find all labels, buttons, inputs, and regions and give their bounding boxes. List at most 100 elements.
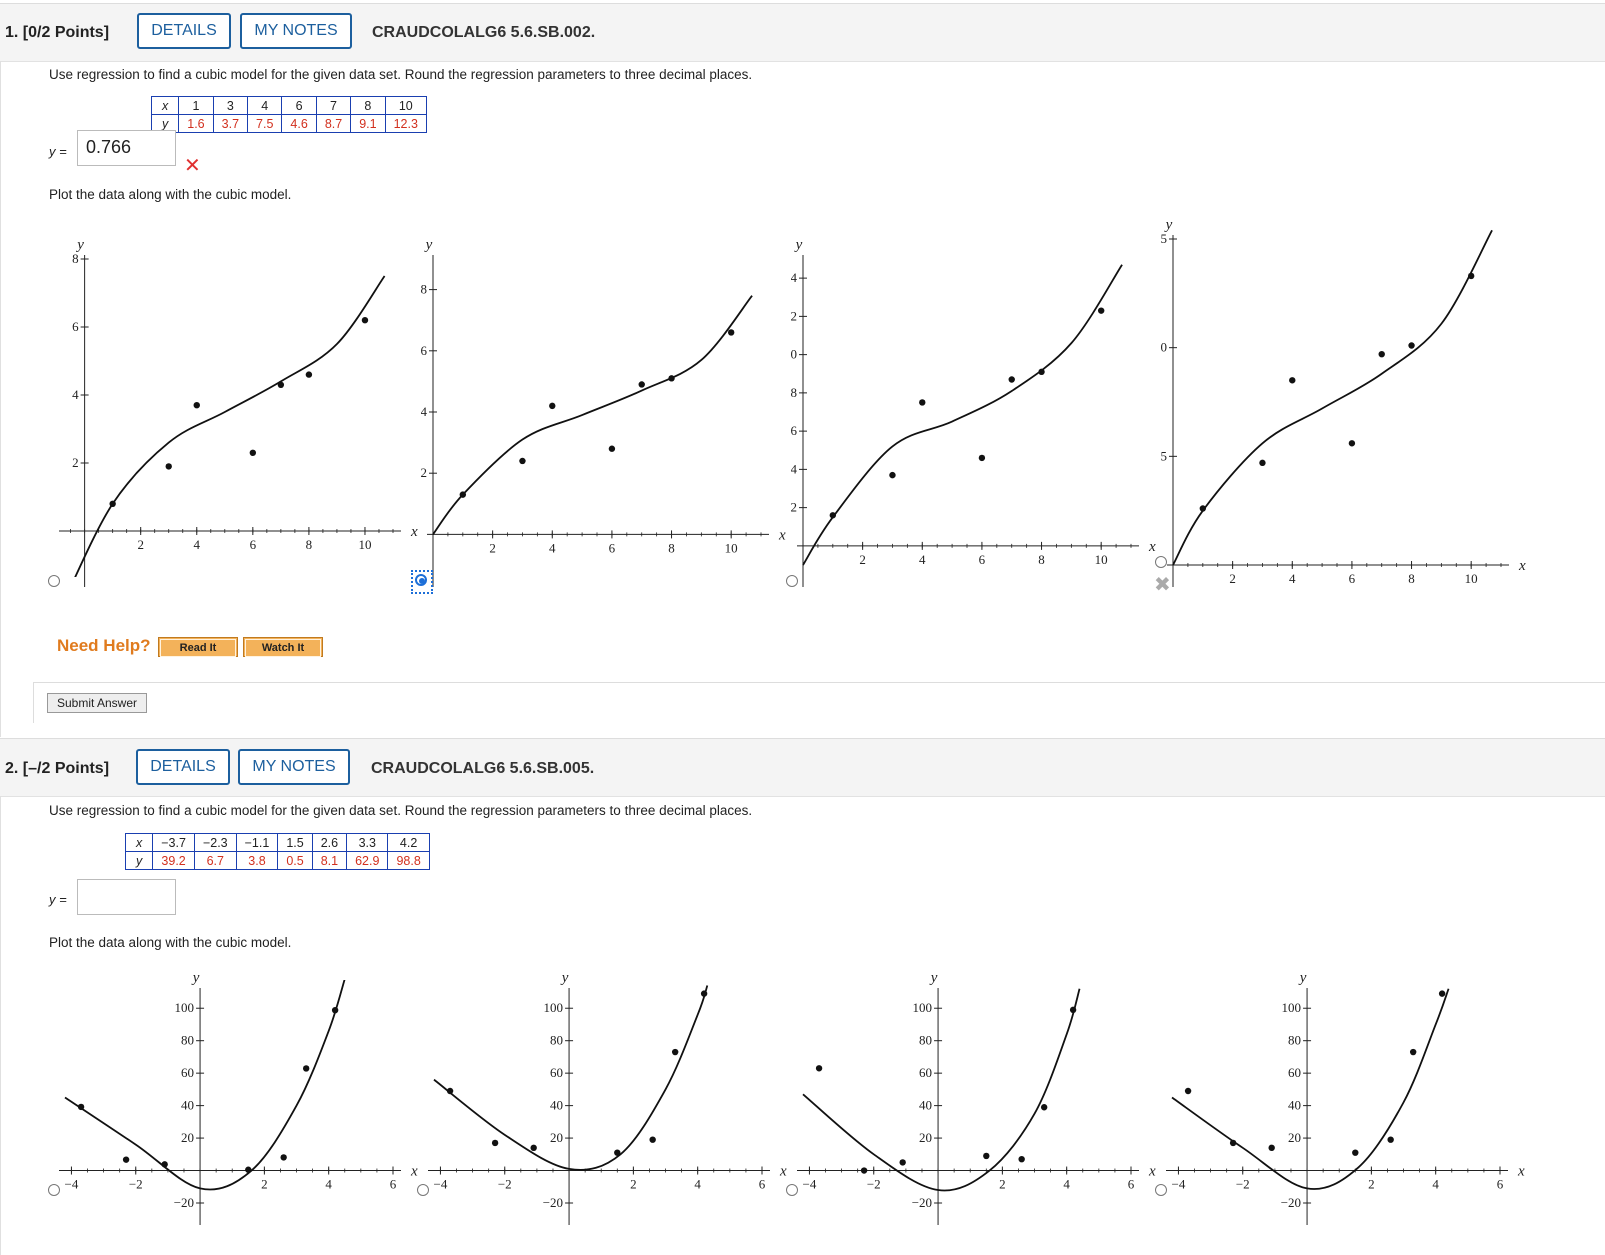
y-tick-label: 4 (791, 461, 798, 476)
watch-it-button[interactable]: Watch It (243, 637, 323, 657)
q2-details-button[interactable]: DETAILS (136, 749, 230, 785)
y-cell: 6.7 (193, 851, 237, 870)
q1-problem-code: CRAUDCOLALG6 5.6.SB.002. (372, 24, 596, 41)
cubic-model-curve (1171, 988, 1450, 1190)
x-tick-label: 8 (1408, 571, 1415, 586)
q1-y-row: y 1.6 3.7 7.5 4.6 8.7 9.1 12.3 (150, 114, 427, 133)
y-cell: 3.8 (235, 851, 279, 870)
data-point (109, 500, 116, 507)
submit-area (33, 682, 160, 723)
y-tick-label: 100 (1282, 1000, 1302, 1015)
x-tick-label: 4 (325, 1177, 332, 1192)
data-point (446, 1087, 454, 1095)
y-cell: 9.1 (350, 114, 386, 133)
x-tick-label: 6 (1128, 1177, 1135, 1192)
x-tick-label: 6 (759, 1177, 766, 1192)
y-tick-label: −20 (1281, 1195, 1301, 1210)
q2-my-notes-button[interactable]: MY NOTES (238, 749, 350, 785)
data-point (919, 399, 926, 406)
x-tick-label: 6 (1349, 571, 1356, 586)
y-tick-label: 100 (175, 1000, 195, 1015)
q1-option-3-graph: 2 4 6 8 10 2 4 6 8 10 12 14 x y (791, 237, 1156, 587)
q1-option-4-radio[interactable] (1155, 556, 1167, 568)
x-tick-label: 2 (859, 552, 866, 567)
q2-number: 2. [–/2 Points] (5, 760, 110, 777)
y-tick-label: 100 (913, 1000, 933, 1015)
y-axis-label: y (1298, 970, 1307, 986)
q2-header: 2. [–/2 Points] DETAILS MY NOTES CRAUDCO… (0, 738, 1605, 797)
q2-option-1-graph: −4 −2 2 4 6 −20 20 40 60 80 100 x y (59, 970, 418, 1225)
y-tick-label: 20 (919, 1130, 932, 1145)
y-cell: 3.7 (212, 114, 249, 133)
x-tick-label: 10 (725, 540, 738, 555)
q2-option-3-radio[interactable] (786, 1184, 798, 1196)
y-tick-label: 60 (550, 1065, 563, 1080)
q2-option-4-radio[interactable] (1155, 1184, 1167, 1196)
q2-answer-input[interactable] (77, 879, 176, 915)
data-point (122, 1156, 130, 1163)
data-point (614, 1149, 621, 1156)
data-point (1409, 1048, 1417, 1056)
q1-option-1-radio[interactable] (48, 575, 60, 587)
y-tick-label: 6 (791, 423, 798, 438)
y-tick-label: 100 (544, 1000, 564, 1015)
q1-my-notes-button[interactable]: MY NOTES (240, 13, 352, 49)
x-cell: −2.3 (193, 833, 237, 852)
data-point (245, 1166, 252, 1173)
x-tick-label: −4 (1172, 1177, 1186, 1192)
q1-prompt: Use regression to find a cubic model for… (49, 67, 753, 82)
q1-option-2-radio[interactable] (415, 574, 427, 586)
data-point (1348, 440, 1356, 447)
y-tick-label: 5 (1161, 448, 1167, 463)
data-point (1199, 505, 1207, 512)
x-tick-label: 2 (489, 540, 496, 555)
x-tick-label: 4 (1063, 1177, 1070, 1192)
data-point (302, 1065, 310, 1072)
y-tick-label: 8 (791, 385, 797, 400)
x-cell: 7 (315, 96, 352, 115)
y-tick-label: 6 (72, 319, 79, 334)
submit-area-border (159, 682, 1605, 683)
q2-answer-label: y = (49, 892, 67, 907)
q2-prompt: Use regression to find a cubic model for… (49, 803, 753, 818)
x-cell: 2.6 (311, 833, 348, 852)
x-tick-label: −2 (129, 1177, 143, 1192)
q1-option-2-graph: 2 4 6 8 10 2 4 6 8 x y (421, 237, 786, 587)
x-tick-label: 6 (390, 1177, 397, 1192)
y-tick-label: 40 (550, 1098, 563, 1113)
y-tick-label: −20 (543, 1195, 563, 1210)
data-point (331, 1006, 339, 1014)
q1-data-table: x 1 3 4 6 7 8 10 y 1.6 3.7 7.5 4.6 8.7 9… (150, 96, 427, 133)
data-point (700, 990, 708, 997)
y-cell: 0.5 (277, 851, 313, 870)
x-tick-label: 6 (979, 552, 986, 567)
data-point (1097, 307, 1105, 314)
q2-option-1-radio[interactable] (48, 1184, 60, 1196)
y-cell: 98.8 (387, 851, 430, 870)
q1-option-3-radio[interactable] (786, 575, 798, 587)
data-point (1184, 1087, 1192, 1095)
q1-answer-input[interactable]: 0.766 (77, 130, 176, 166)
x-tick-label: 4 (1432, 1177, 1439, 1192)
x-tick-label: −2 (498, 1177, 512, 1192)
read-it-button[interactable]: Read It (158, 637, 238, 657)
submit-answer-button[interactable]: Submit Answer (47, 693, 147, 713)
q2-option-2-radio[interactable] (417, 1184, 429, 1196)
q1-details-button[interactable]: DETAILS (137, 13, 231, 49)
q2-y-row: y 39.2 6.7 3.8 0.5 8.1 62.9 98.8 (124, 851, 430, 870)
q1-option-1-graph: 2 4 6 8 10 2 4 6 8 x y (59, 237, 418, 587)
x-cell: 1.5 (277, 833, 313, 852)
y-axis-label: y (560, 970, 569, 986)
y-tick-label: 80 (550, 1033, 563, 1048)
y-tick-label: 10 (791, 347, 797, 362)
data-point (1229, 1139, 1237, 1147)
x-tick-label: −2 (867, 1177, 881, 1192)
q2-problem-code: CRAUDCOLALG6 5.6.SB.005. (371, 760, 595, 777)
x-tick-label: 2 (137, 537, 144, 552)
q1-option-2-focus (411, 570, 433, 594)
q1-header: 1. [0/2 Points] DETAILS MY NOTES CRAUDCO… (0, 3, 1605, 62)
data-point (668, 375, 675, 382)
data-point (671, 1048, 679, 1056)
data-point (249, 449, 257, 456)
data-point (1018, 1155, 1025, 1163)
